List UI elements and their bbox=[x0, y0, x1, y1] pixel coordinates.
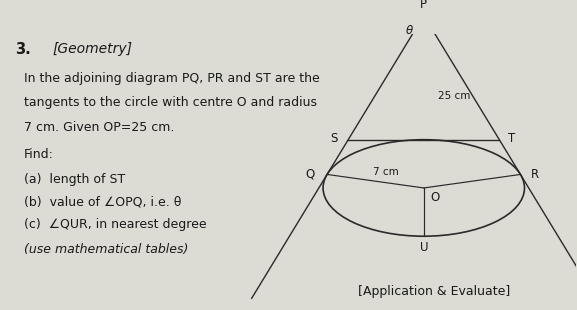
Text: U: U bbox=[419, 241, 428, 254]
Text: 3.: 3. bbox=[15, 42, 31, 57]
Text: P: P bbox=[420, 0, 428, 11]
Text: S: S bbox=[331, 132, 338, 145]
Text: tangents to the circle with centre O and radius: tangents to the circle with centre O and… bbox=[24, 96, 317, 109]
Text: O: O bbox=[430, 191, 440, 204]
Text: 25 cm: 25 cm bbox=[438, 91, 470, 101]
Text: R: R bbox=[531, 168, 539, 181]
Text: [Application & Evaluate]: [Application & Evaluate] bbox=[358, 285, 510, 298]
Text: T: T bbox=[508, 132, 515, 145]
Text: (c)  ∠QUR, in nearest degree: (c) ∠QUR, in nearest degree bbox=[24, 218, 207, 231]
Text: Q: Q bbox=[305, 168, 314, 181]
Text: $\theta$: $\theta$ bbox=[405, 24, 414, 37]
Text: 7 cm: 7 cm bbox=[373, 167, 398, 177]
Text: Find:: Find: bbox=[24, 148, 54, 161]
Text: [Geometry]: [Geometry] bbox=[53, 42, 133, 56]
Text: In the adjoining diagram PQ, PR and ST are the: In the adjoining diagram PQ, PR and ST a… bbox=[24, 72, 320, 85]
Text: (a)  length of ST: (a) length of ST bbox=[24, 172, 125, 185]
Text: (b)  value of ∠OPQ, i.e. θ: (b) value of ∠OPQ, i.e. θ bbox=[24, 195, 181, 208]
Text: (use mathematical tables): (use mathematical tables) bbox=[24, 243, 188, 256]
Text: 7 cm. Given OP=25 cm.: 7 cm. Given OP=25 cm. bbox=[24, 121, 174, 134]
